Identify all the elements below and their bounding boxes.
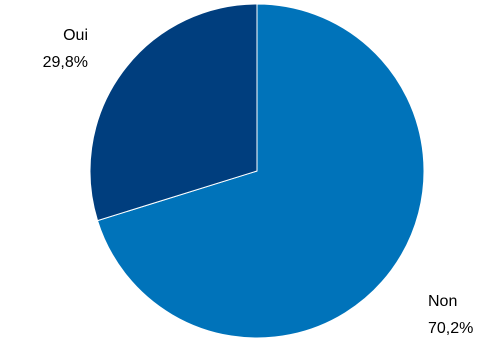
slice-label-non-name: Non <box>428 293 457 310</box>
pie-slice-non <box>96 3 425 339</box>
slice-label-oui-value: 29,8% <box>43 54 88 71</box>
slice-label-oui: Oui 29,8% <box>43 27 88 71</box>
pie-slices <box>89 3 425 339</box>
slice-label-oui-name: Oui <box>63 27 88 44</box>
pie-slice-oui <box>89 3 258 222</box>
slice-label-non: Non 70,2% <box>428 293 473 337</box>
slice-label-non-value: 70,2% <box>428 320 473 337</box>
